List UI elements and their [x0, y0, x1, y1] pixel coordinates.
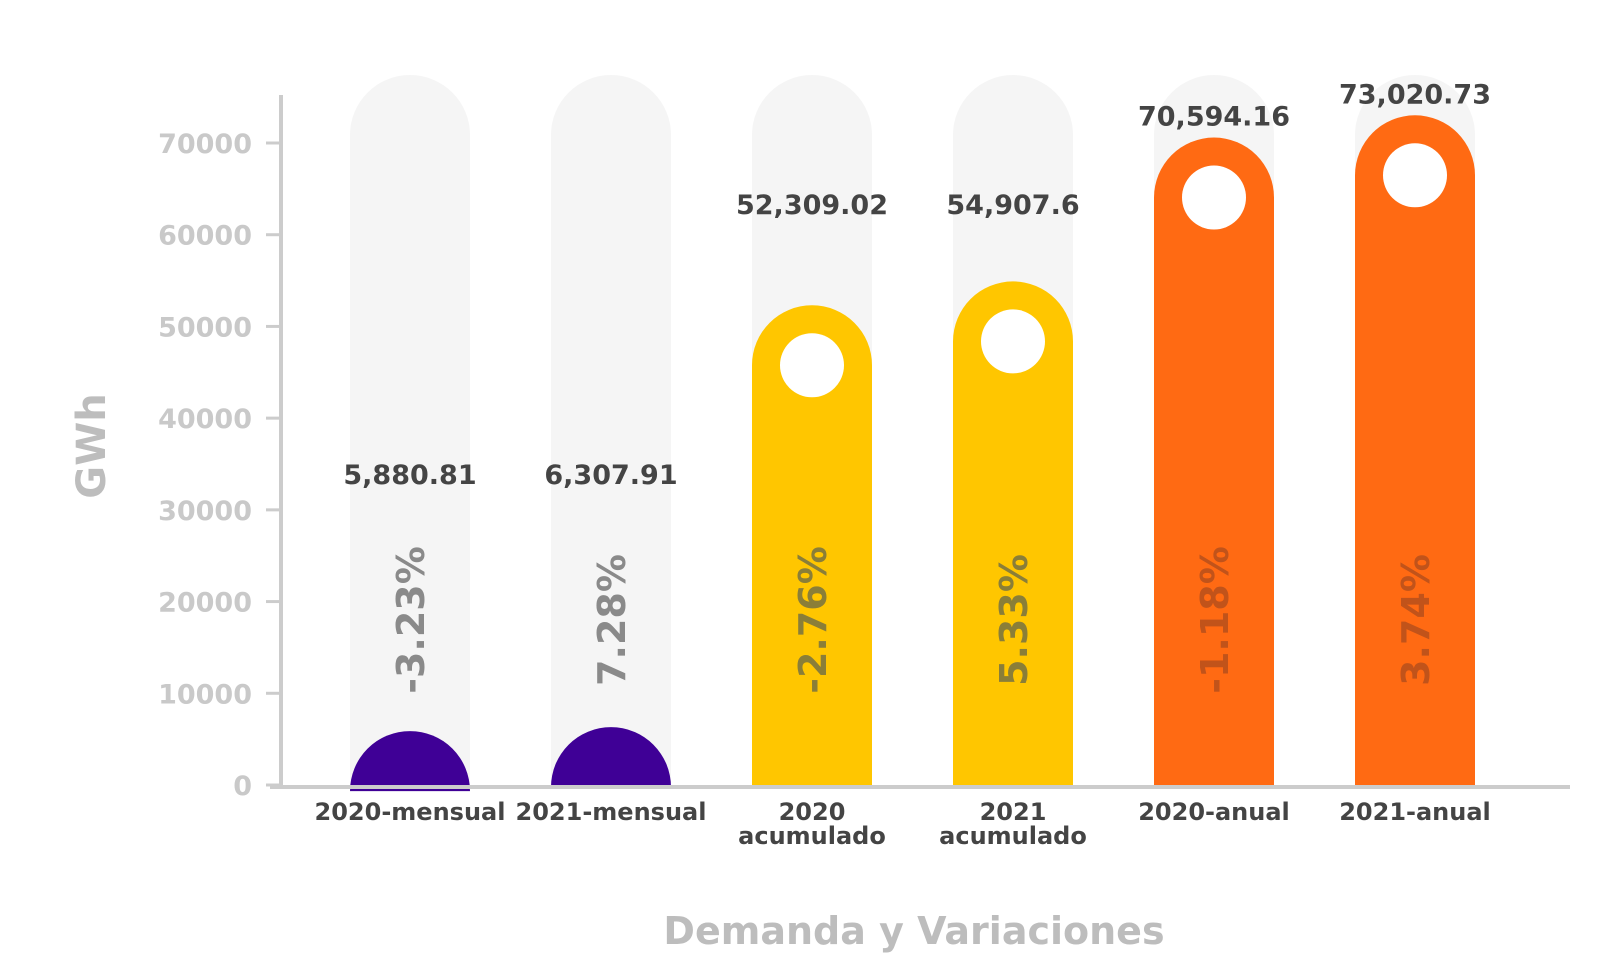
category-label: 2021-mensual [516, 798, 707, 826]
x-axis-title: Demanda y Variaciones [663, 909, 1164, 953]
y-tick-label: 10000 [158, 679, 252, 710]
category-label: 2020 [779, 798, 846, 826]
bar [350, 731, 470, 792]
category-label: 2021 [980, 798, 1047, 826]
variation-labels: -3.23% 7.28% -2.76% 5.33% -1.18% 3.74% [389, 546, 1438, 694]
bar [1154, 137, 1274, 785]
y-tick-label: 30000 [158, 496, 252, 527]
category-labels: 2020-mensual 2021-mensual 2020acumulado202… [315, 798, 1491, 850]
category-label: 2021-anual [1339, 798, 1491, 826]
category-label: 2020-mensual [315, 798, 506, 826]
value-label: 6,307.91 [544, 460, 677, 491]
y-tick-label: 0 [233, 771, 252, 802]
y-tick-label: 50000 [158, 312, 252, 343]
variation-label: 7.28% [590, 554, 634, 686]
category-label-line2: acumulado [738, 822, 886, 850]
bar-cap-dot [1383, 143, 1447, 208]
category-label-line2: acumulado [939, 822, 1087, 850]
bar [1355, 115, 1475, 786]
value-label: 5,880.81 [343, 460, 476, 491]
y-tick-label: 70000 [158, 129, 252, 160]
variation-label: -1.18% [1193, 546, 1237, 694]
y-ticks: 0 10000 20000 30000 40000 50000 60000 70000 [158, 129, 281, 802]
axes: 0 10000 20000 30000 40000 50000 60000 70000 [158, 95, 1570, 802]
bar-track [551, 75, 671, 785]
y-axis-title: GWh [69, 393, 115, 498]
value-label: 54,907.6 [946, 190, 1079, 221]
bar-cap-dot [780, 333, 844, 398]
bar-track [350, 75, 470, 785]
variation-label: -2.76% [791, 546, 835, 694]
value-labels: 5,880.81 6,307.91 52,309.02 54,907.6 70,594.… [343, 79, 1491, 491]
variation-label: 5.33% [992, 554, 1036, 686]
bar [551, 727, 671, 788]
value-label: 70,594.16 [1138, 102, 1290, 133]
variation-label: -3.23% [389, 546, 433, 694]
value-label: 73,020.73 [1339, 79, 1491, 110]
bar [953, 281, 1073, 785]
value-label: 52,309.02 [736, 190, 888, 221]
bar-cap-dot [1182, 165, 1246, 230]
bar-tracks [350, 75, 1475, 785]
y-tick-label: 20000 [158, 588, 252, 619]
variation-label: 3.74% [1394, 554, 1438, 686]
category-label: 2020-anual [1138, 798, 1290, 826]
bar-cap-dot [981, 309, 1045, 374]
y-tick-label: 60000 [158, 221, 252, 252]
bars [350, 115, 1475, 792]
bar [752, 305, 872, 785]
y-tick-label: 40000 [158, 404, 252, 435]
